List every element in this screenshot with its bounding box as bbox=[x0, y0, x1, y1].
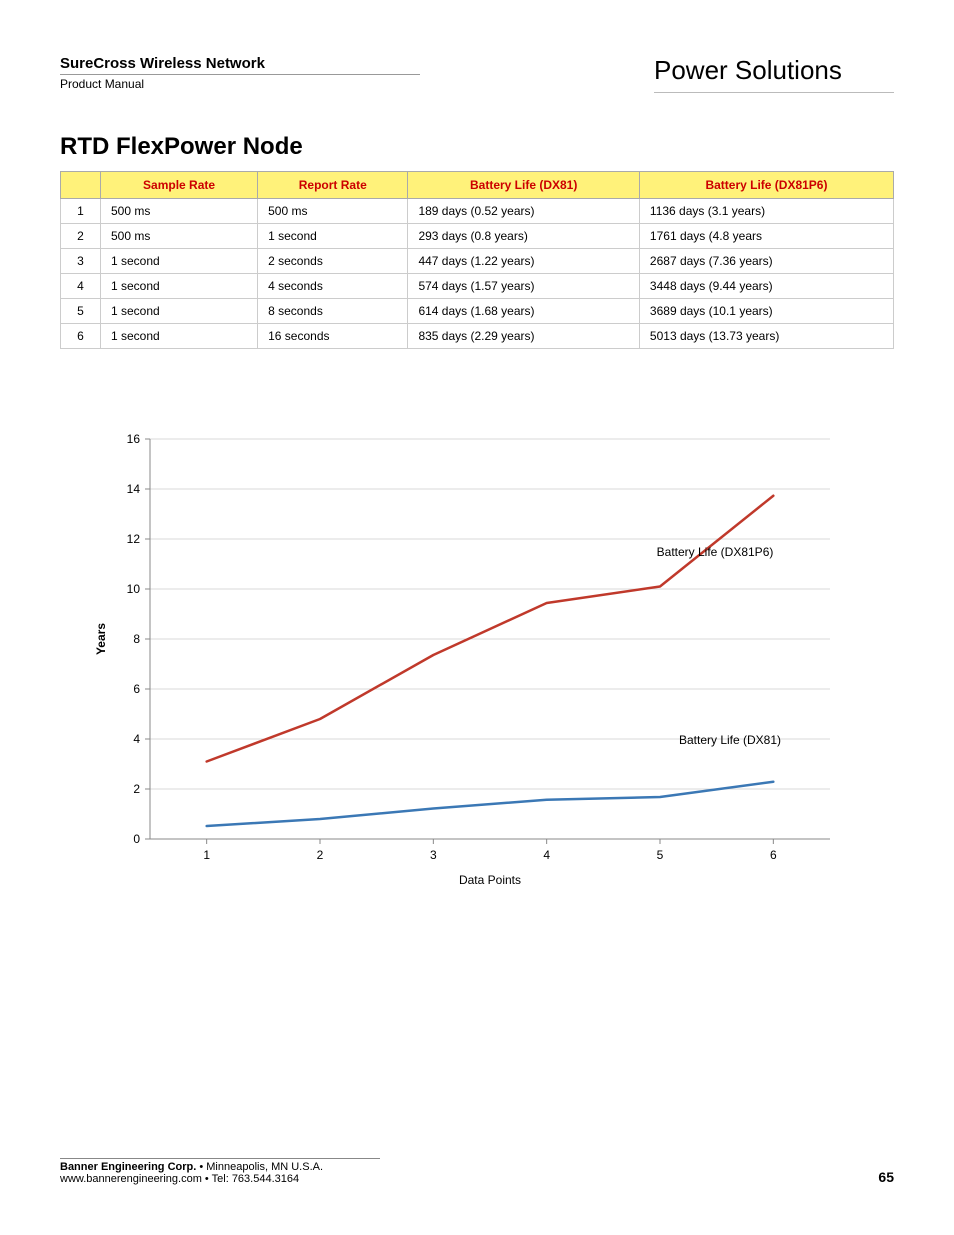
cell: 1 second bbox=[101, 299, 258, 324]
svg-text:6: 6 bbox=[770, 848, 777, 862]
row-index: 2 bbox=[61, 224, 101, 249]
cell: 4 seconds bbox=[258, 274, 408, 299]
footer-company: Banner Engineering Corp. • Minneapolis, … bbox=[60, 1158, 380, 1185]
svg-text:0: 0 bbox=[133, 832, 140, 846]
cell: 16 seconds bbox=[258, 324, 408, 349]
row-index: 6 bbox=[61, 324, 101, 349]
cell: 1 second bbox=[258, 224, 408, 249]
cell: 447 days (1.22 years) bbox=[408, 249, 639, 274]
table-row: 1500 ms500 ms189 days (0.52 years)1136 d… bbox=[61, 199, 894, 224]
row-index: 4 bbox=[61, 274, 101, 299]
table-row: 61 second16 seconds835 days (2.29 years)… bbox=[61, 324, 894, 349]
svg-text:5: 5 bbox=[657, 848, 664, 862]
svg-text:2: 2 bbox=[133, 782, 140, 796]
section-name: Power Solutions bbox=[654, 55, 894, 93]
cell: 3689 days (10.1 years) bbox=[639, 299, 893, 324]
svg-text:16: 16 bbox=[127, 432, 141, 446]
cell: 189 days (0.52 years) bbox=[408, 199, 639, 224]
col-header: Battery Life (DX81P6) bbox=[639, 172, 893, 199]
cell: 1136 days (3.1 years) bbox=[639, 199, 893, 224]
cell: 5013 days (13.73 years) bbox=[639, 324, 893, 349]
row-index: 3 bbox=[61, 249, 101, 274]
col-index bbox=[61, 172, 101, 199]
svg-text:Years: Years bbox=[94, 623, 108, 655]
row-index: 1 bbox=[61, 199, 101, 224]
svg-text:10: 10 bbox=[127, 582, 141, 596]
table-row: 51 second8 seconds614 days (1.68 years)3… bbox=[61, 299, 894, 324]
row-index: 5 bbox=[61, 299, 101, 324]
doc-type: Product Manual bbox=[60, 77, 420, 91]
svg-text:Battery Life (DX81): Battery Life (DX81) bbox=[679, 733, 781, 747]
cell: 500 ms bbox=[258, 199, 408, 224]
svg-text:3: 3 bbox=[430, 848, 437, 862]
cell: 2687 days (7.36 years) bbox=[639, 249, 893, 274]
svg-text:1: 1 bbox=[203, 848, 210, 862]
svg-text:14: 14 bbox=[127, 482, 141, 496]
battery-table: Sample RateReport RateBattery Life (DX81… bbox=[60, 171, 894, 349]
cell: 2 seconds bbox=[258, 249, 408, 274]
col-header: Sample Rate bbox=[101, 172, 258, 199]
cell: 500 ms bbox=[101, 224, 258, 249]
cell: 1761 days (4.8 years bbox=[639, 224, 893, 249]
page-footer: Banner Engineering Corp. • Minneapolis, … bbox=[60, 1158, 894, 1185]
cell: 1 second bbox=[101, 274, 258, 299]
col-header: Battery Life (DX81) bbox=[408, 172, 639, 199]
svg-text:Battery Life (DX81P6): Battery Life (DX81P6) bbox=[657, 545, 774, 559]
table-row: 2500 ms1 second293 days (0.8 years)1761 … bbox=[61, 224, 894, 249]
cell: 8 seconds bbox=[258, 299, 408, 324]
svg-text:8: 8 bbox=[133, 632, 140, 646]
table-row: 41 second4 seconds574 days (1.57 years)3… bbox=[61, 274, 894, 299]
cell: 835 days (2.29 years) bbox=[408, 324, 639, 349]
cell: 1 second bbox=[101, 324, 258, 349]
doc-series: SureCross Wireless Network bbox=[60, 55, 420, 75]
svg-text:12: 12 bbox=[127, 532, 141, 546]
svg-text:4: 4 bbox=[133, 732, 140, 746]
cell: 293 days (0.8 years) bbox=[408, 224, 639, 249]
table-row: 31 second2 seconds447 days (1.22 years)2… bbox=[61, 249, 894, 274]
page-number: 65 bbox=[878, 1169, 894, 1185]
svg-text:2: 2 bbox=[317, 848, 324, 862]
page-title: RTD FlexPower Node bbox=[60, 133, 894, 161]
cell: 1 second bbox=[101, 249, 258, 274]
page-header: SureCross Wireless Network Product Manua… bbox=[60, 55, 894, 93]
svg-text:Data Points: Data Points bbox=[459, 873, 521, 887]
header-left: SureCross Wireless Network Product Manua… bbox=[60, 55, 420, 91]
cell: 614 days (1.68 years) bbox=[408, 299, 639, 324]
cell: 500 ms bbox=[101, 199, 258, 224]
cell: 3448 days (9.44 years) bbox=[639, 274, 893, 299]
svg-text:4: 4 bbox=[543, 848, 550, 862]
svg-text:6: 6 bbox=[133, 682, 140, 696]
cell: 574 days (1.57 years) bbox=[408, 274, 639, 299]
battery-chart: 0246810121416123456Battery Life (DX81P6)… bbox=[80, 419, 894, 904]
col-header: Report Rate bbox=[258, 172, 408, 199]
